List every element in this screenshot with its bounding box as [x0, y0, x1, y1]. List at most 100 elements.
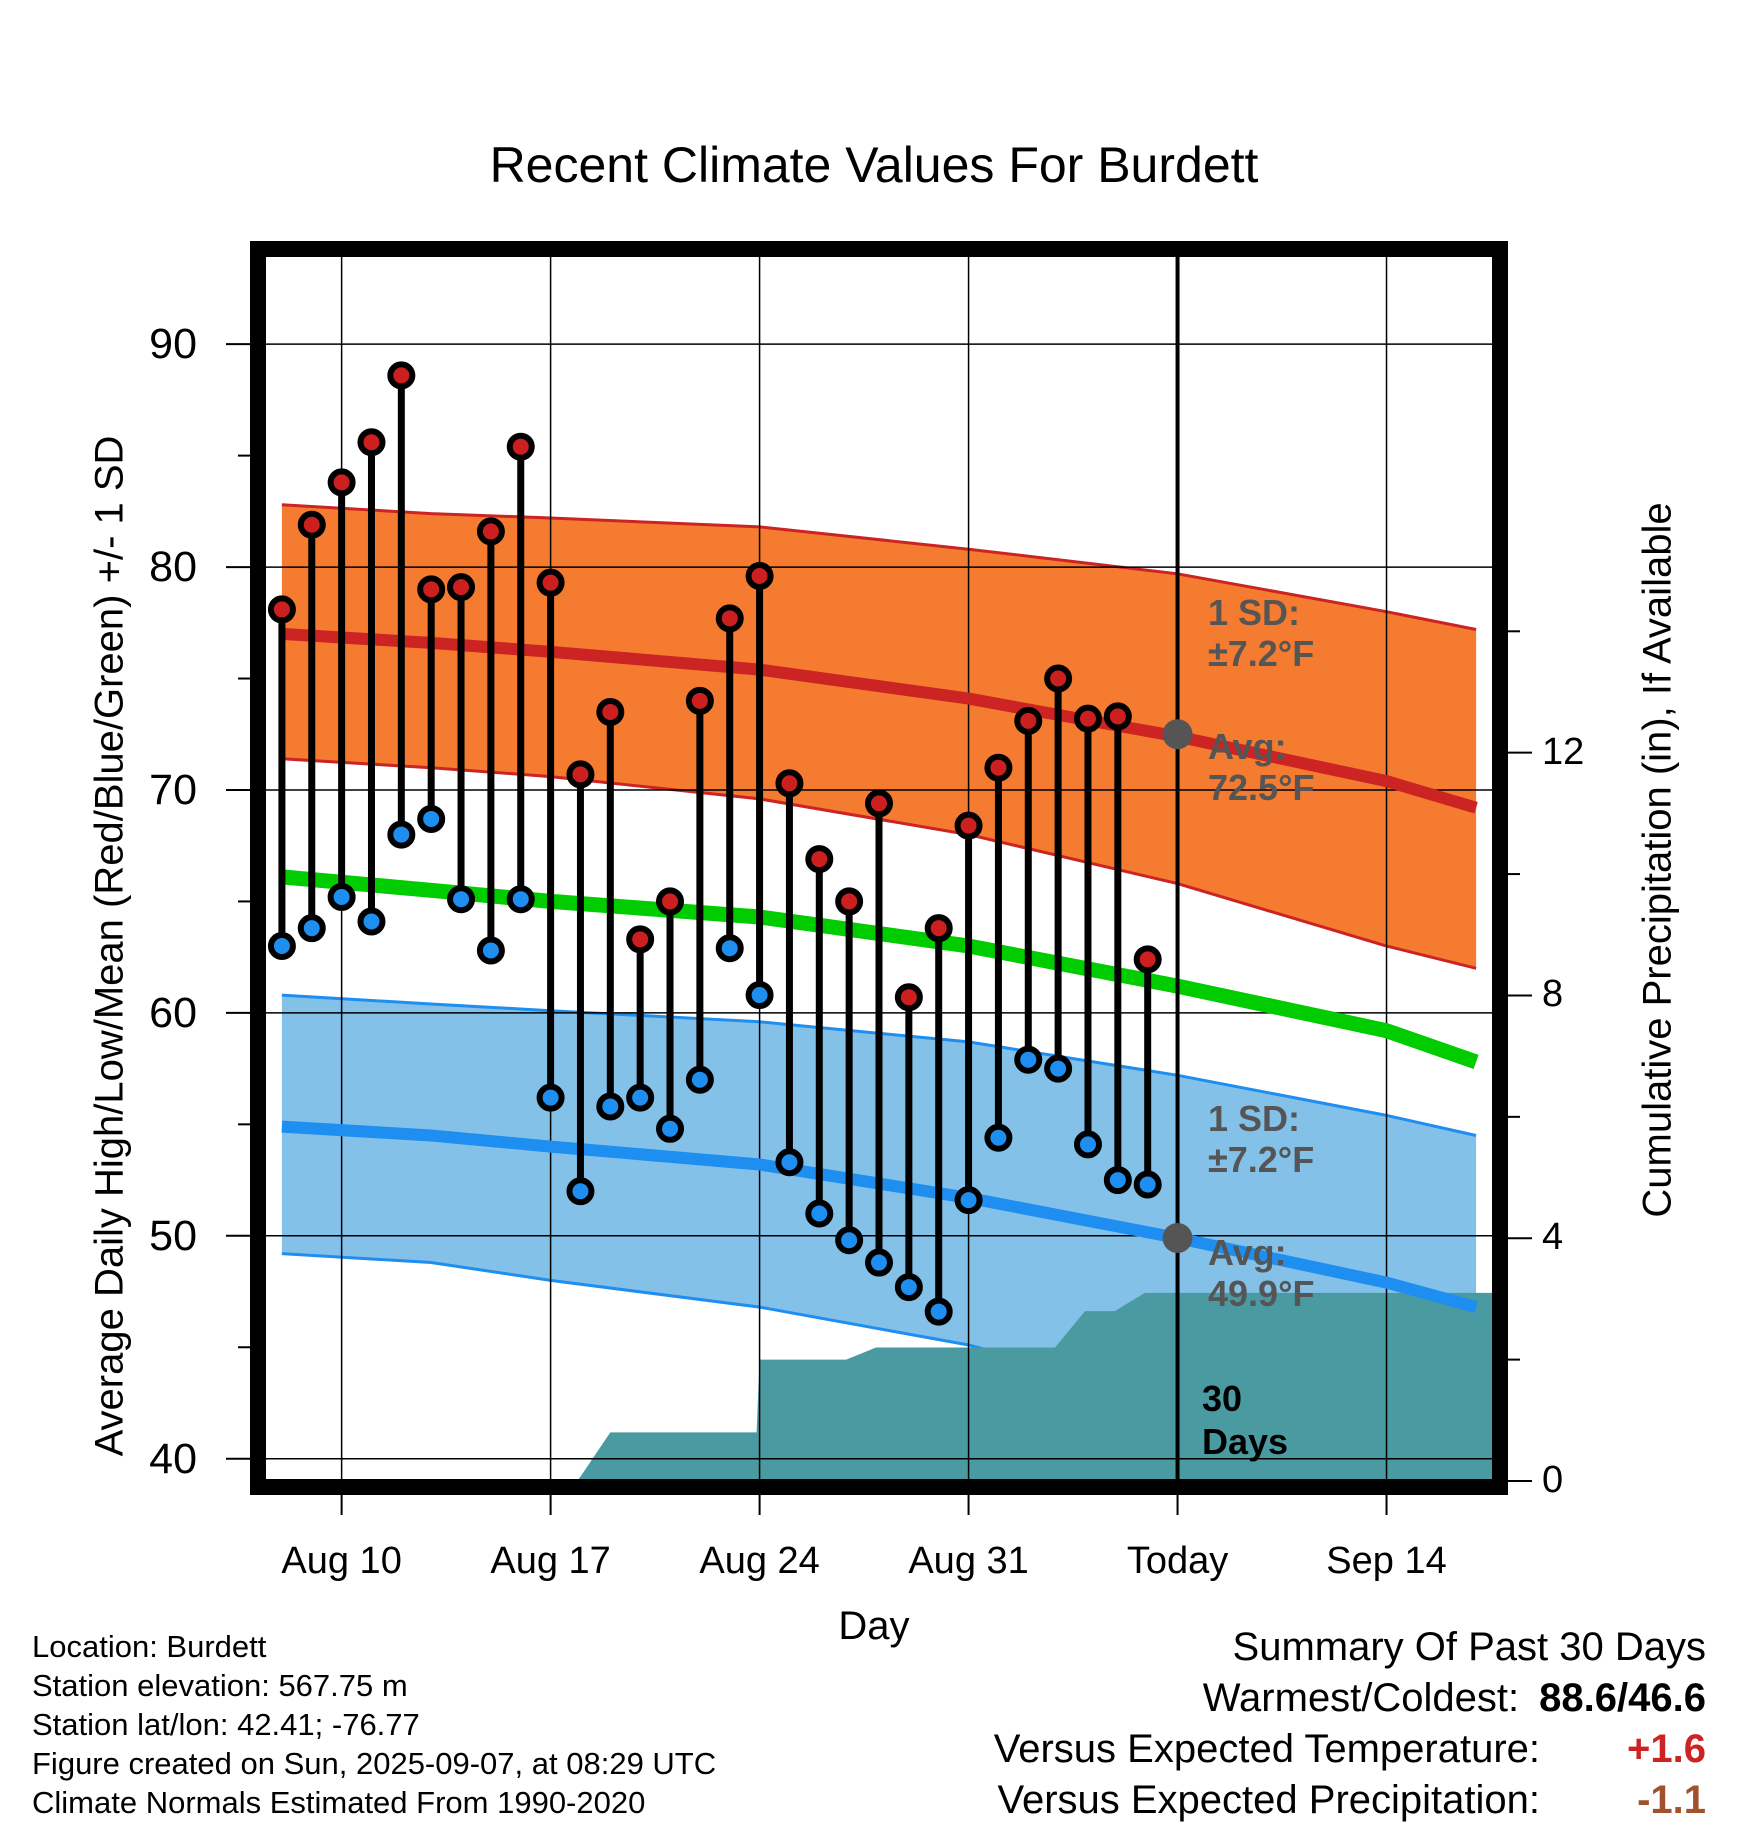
daily-low-point — [357, 907, 386, 936]
daily-high-point — [835, 887, 864, 916]
y2-tick-label: 0 — [1542, 1459, 1564, 1501]
daily-high-point — [894, 983, 923, 1012]
precipitation-area — [281, 1292, 1494, 1481]
precip-label: Versus Expected Precipitation: — [997, 1778, 1540, 1822]
low-avg-annotation: Avg: 49.9°F — [1208, 1232, 1314, 1314]
low-avg-label: Avg: — [1208, 1232, 1287, 1273]
summary-panel: Summary Of Past 30 Days Warmest/Coldest:… — [994, 1622, 1706, 1826]
daily-high-point — [417, 575, 446, 604]
info-created: Figure created on Sun, 2025-09-07, at 08… — [32, 1746, 717, 1781]
low-avg-value: 49.9°F — [1208, 1273, 1315, 1314]
daily-low-point — [1133, 1170, 1162, 1199]
daily-low-point — [387, 820, 416, 849]
daily-low-point — [715, 934, 744, 963]
daily-high-point — [685, 686, 714, 715]
low-sd-label: 1 SD: — [1208, 1098, 1301, 1139]
daily-high-point — [1044, 664, 1073, 693]
daily-high-point — [984, 753, 1013, 782]
days-annotation: 30 Days — [1202, 1377, 1288, 1463]
daily-low-point — [685, 1065, 714, 1094]
y-tick-label: 60 — [149, 988, 197, 1037]
daily-low-point — [954, 1186, 983, 1215]
daily-low-point — [596, 1092, 625, 1121]
daily-high-point — [1073, 704, 1102, 733]
daily-low-point — [984, 1123, 1013, 1152]
high-avg-label: Avg: — [1208, 726, 1287, 767]
y2-tick-label: 4 — [1542, 1216, 1564, 1259]
daily-high-point — [476, 517, 505, 546]
low-sd-value: ±7.2°F — [1208, 1139, 1315, 1180]
daily-low-point — [924, 1297, 953, 1326]
high-sd-lower-line — [281, 757, 1477, 970]
y2-tick-label: 12 — [1542, 730, 1585, 773]
y-tick-label: 50 — [149, 1211, 197, 1260]
daily-high-point — [297, 510, 326, 539]
y2-tick-label: 8 — [1542, 973, 1564, 1016]
high-sd-upper-line — [281, 503, 1477, 631]
info-elevation: Station elevation: 567.75 m — [32, 1668, 408, 1703]
daily-high-point — [327, 468, 356, 497]
daily-high-point — [536, 568, 565, 597]
daily-low-point — [656, 1114, 685, 1143]
daily-low-point — [745, 981, 774, 1010]
daily-low-point — [447, 885, 476, 914]
daily-low-point — [417, 804, 446, 833]
station-info: Location: Burdett Station elevation: 567… — [32, 1627, 716, 1822]
low-sd-upper-line — [281, 993, 1477, 1137]
summary-title: Summary Of Past 30 Days — [1232, 1625, 1706, 1669]
daily-low-point — [476, 936, 505, 965]
y-tick-label: 90 — [149, 320, 197, 369]
warm-cold-label: Warmest/Coldest: — [1202, 1676, 1520, 1720]
daily-low-point — [566, 1177, 595, 1206]
daily-high-point — [715, 604, 744, 633]
y-tick-label: 80 — [149, 543, 197, 592]
daily-high-point — [596, 697, 625, 726]
warmest-value: 88.6 — [1539, 1676, 1618, 1720]
high-normal-line — [281, 627, 1478, 814]
daily-low-point — [267, 932, 296, 961]
daily-high-point — [954, 811, 983, 840]
high-sd-annotation: 1 SD: ±7.2°F — [1208, 592, 1314, 674]
x-tick-label: Aug 10 — [281, 1540, 402, 1582]
x-tick-label: Aug 24 — [699, 1540, 820, 1582]
warm-cold-values: 88.6/46.6 — [1539, 1676, 1706, 1720]
days-count: 30 — [1202, 1378, 1243, 1419]
x-tick-label: Aug 17 — [490, 1540, 611, 1582]
high-avg-value: 72.5°F — [1208, 767, 1315, 808]
info-latlon: Station lat/lon: 42.41; -76.77 — [32, 1707, 420, 1742]
daily-high-point — [924, 914, 953, 943]
daily-low-point — [1014, 1045, 1043, 1074]
daily-high-point — [775, 769, 804, 798]
daily-high-point — [626, 925, 655, 954]
daily-low-point — [626, 1083, 655, 1112]
low-normal-line — [281, 1120, 1478, 1313]
daily-high-point — [447, 573, 476, 602]
daily-low-point — [894, 1273, 923, 1302]
daily-high-point — [566, 760, 595, 789]
temp-label: Versus Expected Temperature: — [993, 1727, 1540, 1771]
daily-high-point — [1103, 702, 1132, 731]
daily-high-point — [1133, 945, 1162, 974]
daily-low-point — [1073, 1130, 1102, 1159]
summary-temperature: Versus Expected Temperature: +1.6 — [994, 1724, 1706, 1775]
daily-low-point — [835, 1226, 864, 1255]
summary-precipitation: Versus Expected Precipitation: -1.1 — [994, 1775, 1706, 1826]
precip-value: -1.1 — [1637, 1778, 1706, 1822]
daily-low-point — [865, 1248, 893, 1277]
low-sd-annotation: 1 SD: ±7.2°F — [1208, 1098, 1314, 1180]
x-tick-label: Aug 31 — [908, 1540, 1029, 1582]
high-sd-value: ±7.2°F — [1208, 633, 1315, 674]
temp-value: +1.6 — [1627, 1727, 1706, 1771]
x-axis-label: Day — [838, 1604, 910, 1648]
daily-low-point — [536, 1083, 565, 1112]
high-sd-label: 1 SD: — [1208, 592, 1301, 633]
daily-low-point — [775, 1148, 804, 1177]
daily-high-point — [805, 845, 834, 874]
x-tick-label: Today — [1126, 1540, 1229, 1582]
plot-frame — [250, 241, 1508, 1495]
high-avg-annotation: Avg: 72.5°F — [1208, 726, 1314, 808]
y2-axis-label: Cumulative Precipitation (in), If Availa… — [1635, 502, 1680, 1218]
daily-high-point — [1014, 706, 1043, 735]
x-tick-label: Sep 14 — [1326, 1540, 1447, 1582]
